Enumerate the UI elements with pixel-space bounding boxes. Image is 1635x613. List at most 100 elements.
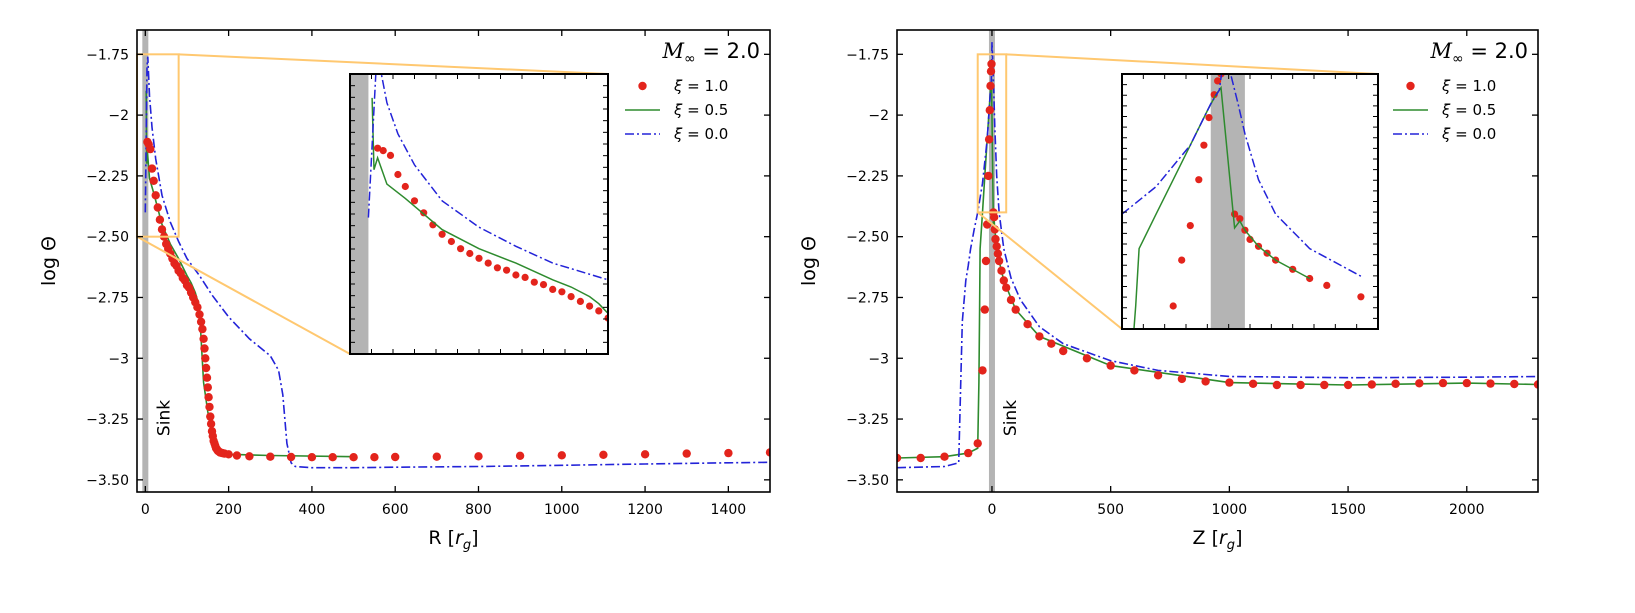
x-tick-label: 1500 [1330, 502, 1366, 518]
legend-marker [1406, 81, 1415, 91]
data-point [989, 213, 999, 222]
x-tick-label: 200 [215, 502, 242, 518]
data-point [195, 310, 204, 319]
data-point [1272, 380, 1282, 390]
data-point [1023, 320, 1032, 329]
data-point [765, 448, 770, 457]
data-point [1343, 380, 1353, 390]
data-point [401, 182, 409, 191]
data-point [640, 450, 650, 459]
x-tick-label: 400 [299, 502, 326, 518]
data-point [986, 67, 996, 76]
data-point [1533, 380, 1538, 389]
data-point [993, 249, 1003, 258]
data-point [1510, 379, 1519, 389]
data-point [432, 452, 441, 461]
data-point [307, 453, 317, 462]
data-point [204, 393, 213, 402]
data-point [1059, 346, 1068, 356]
data-point [558, 288, 566, 296]
data-point [151, 191, 160, 200]
data-point [1415, 379, 1424, 388]
y-axis-label: log Θ [798, 236, 820, 286]
y-tick-label: −2.25 [846, 169, 889, 185]
data-point [940, 452, 949, 461]
data-point [147, 164, 157, 173]
data-point [1236, 215, 1244, 223]
legend-title: M∞ = 2.0 [661, 39, 760, 67]
data-point [1118, 429, 1125, 436]
inset-series-line-xi-0.5 [371, 97, 608, 317]
data-point [1367, 380, 1377, 389]
data-point [349, 453, 358, 462]
data-point [198, 324, 207, 334]
data-point [438, 230, 446, 238]
data-point [391, 452, 400, 462]
x-tick-label: 1000 [544, 502, 580, 518]
zoom-connector-line [1006, 53, 1379, 75]
zoom-connector-line [136, 235, 351, 355]
data-point [1205, 114, 1213, 122]
legend-marker [638, 81, 647, 91]
data-point [1153, 360, 1160, 367]
data-point [1169, 302, 1177, 310]
data-point [232, 451, 242, 460]
sink-band [988, 30, 995, 492]
legend-label: ξ = 1.0 [673, 77, 728, 95]
data-point [457, 245, 465, 253]
sink-band [142, 30, 149, 492]
data-point [1462, 378, 1472, 388]
x-tick-label: 1200 [627, 502, 663, 518]
data-point [986, 81, 995, 91]
legend-label: ξ = 1.0 [1441, 77, 1496, 95]
data-point [539, 281, 548, 289]
plot-area [897, 30, 1538, 492]
inset-series-line-xi-0.0 [1122, 74, 1362, 277]
inset-series-xi-1.0 [374, 144, 619, 329]
data-point [374, 144, 382, 152]
x-tick-label: 600 [382, 502, 409, 518]
chart-panel-left: 0 200 400 600 800 1000 1200 1400 −1.75 −2 −2.25 −2.… [38, 29, 771, 553]
data-point [984, 135, 994, 144]
y-tick-label: −3.25 [86, 412, 129, 428]
series-line-xi-0.0 [897, 42, 1538, 469]
plot-area [142, 30, 770, 492]
data-point [379, 147, 387, 155]
data-point [991, 234, 1000, 244]
x-tick-label: 2000 [1449, 502, 1485, 518]
data-point [1357, 293, 1365, 301]
zoom-inset [349, 73, 619, 355]
data-point [474, 452, 483, 461]
data-point [1130, 366, 1139, 375]
data-point [286, 452, 296, 462]
data-point [978, 366, 987, 375]
zoom-connector-line [977, 211, 1123, 330]
y-tick-label: −1.75 [846, 47, 889, 63]
data-point [612, 322, 619, 329]
data-point [328, 453, 337, 462]
data-point [206, 412, 215, 421]
data-point [981, 256, 991, 266]
data-point [1011, 305, 1020, 314]
data-point [466, 249, 474, 258]
data-point [997, 266, 1006, 275]
data-point [199, 334, 208, 343]
chart-panel-right: 0 500 1000 1500 2000 −1.75 −2 −2.25 −2.50 −2.75 −3… [798, 29, 1539, 553]
data-point [1486, 379, 1495, 388]
data-point [549, 285, 557, 293]
legend-label: ξ = 0.0 [1441, 125, 1496, 143]
data-point [1178, 256, 1186, 264]
data-point [193, 303, 202, 312]
data-point [149, 176, 158, 185]
x-tick-label: 800 [465, 502, 492, 518]
y-tick-label: −2.25 [86, 169, 129, 185]
y-tick-label: −2.50 [846, 230, 889, 246]
data-point [992, 242, 1001, 251]
data-point [724, 448, 733, 458]
y-tick-label: −2 [108, 108, 129, 124]
series-line-xi-0.0 [144, 56, 770, 469]
y-tick-label: −3.50 [86, 473, 129, 489]
data-point [146, 144, 155, 154]
zoom-connector-line [178, 53, 609, 75]
